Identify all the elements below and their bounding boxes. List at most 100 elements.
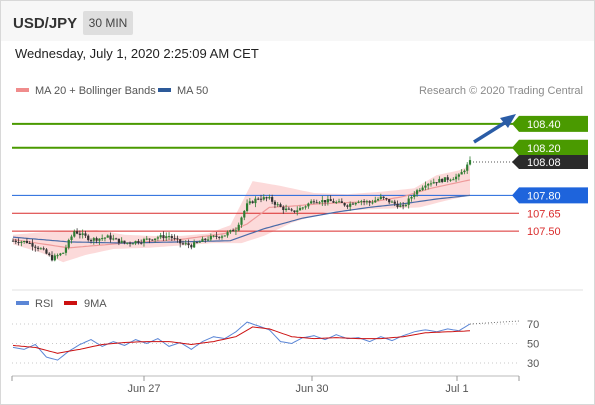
target-arrow-shaft	[473, 120, 507, 144]
candle-up	[201, 238, 204, 242]
candle-up	[468, 160, 472, 165]
candle-up	[452, 179, 455, 181]
candle-up	[226, 232, 229, 236]
candle-up	[276, 204, 279, 206]
candle-down	[117, 238, 120, 243]
candle-down	[332, 201, 335, 203]
candle-up	[360, 201, 363, 203]
candle-up	[64, 247, 68, 253]
rsi-last-line	[469, 320, 520, 325]
level-badge-107-80	[512, 187, 588, 204]
level-badge-108-40	[512, 115, 588, 132]
candle-down	[137, 240, 140, 243]
candle-up	[98, 238, 101, 241]
candle-down	[181, 243, 185, 245]
candle-up	[413, 194, 416, 197]
candle-up	[301, 207, 304, 209]
last-price-label: 108.08	[527, 157, 561, 169]
candle-up	[240, 217, 243, 225]
candle-down	[393, 201, 396, 204]
candle-up	[209, 236, 212, 240]
candle-down	[128, 242, 132, 244]
interval-button[interactable]: 30 MIN	[83, 11, 133, 35]
candle-up	[243, 210, 246, 218]
candle-up	[390, 201, 394, 203]
candle-down	[204, 238, 207, 240]
candle-down	[329, 199, 332, 202]
candle-up	[349, 203, 352, 207]
candle-down	[84, 233, 87, 236]
candle-up	[379, 196, 382, 200]
candle-up	[415, 190, 419, 195]
rsi-ma-line	[12, 326, 471, 354]
candle-up	[165, 236, 168, 239]
candle-up	[81, 233, 84, 235]
candle-down	[170, 236, 173, 239]
candle-up	[335, 202, 338, 204]
level-label-107-50: 107.50	[527, 226, 561, 238]
candle-down	[441, 178, 444, 182]
candle-up	[70, 236, 73, 240]
candle-down	[282, 206, 285, 211]
candle-up	[466, 164, 469, 171]
rsi-ma-legend-label: 9MA	[84, 298, 107, 310]
candle-down	[351, 203, 355, 205]
candle-up	[154, 238, 157, 241]
candle-down	[346, 205, 349, 207]
candle-down	[271, 197, 274, 202]
level-label-108-40: 108.40	[527, 119, 561, 131]
symbol-title: USD/JPY	[13, 15, 78, 32]
target-arrow-head	[500, 114, 516, 128]
candle-down	[340, 201, 343, 204]
rsi-legend-label: RSI	[35, 298, 53, 310]
candle-down	[89, 240, 93, 242]
candle-down	[312, 201, 316, 203]
candle-up	[374, 200, 377, 203]
candle-down	[273, 201, 277, 205]
candle-up	[326, 199, 329, 203]
candle-up	[53, 255, 56, 261]
candle-down	[87, 235, 90, 241]
candle-up	[399, 205, 402, 207]
candle-up	[354, 202, 357, 205]
candle-up	[206, 239, 210, 241]
candle-up	[321, 200, 324, 203]
candle-up	[103, 237, 107, 239]
candle-up	[59, 253, 62, 256]
candle-up	[304, 206, 307, 208]
x-axis-label-2: Jul 1	[445, 383, 468, 395]
candle-up	[443, 177, 447, 182]
bollinger-band-area	[13, 165, 470, 263]
rsi-legend-swatch	[16, 301, 29, 305]
candle-up	[237, 224, 240, 231]
level-badge-108-20	[512, 139, 588, 156]
research-credit: Research © 2020 Trading Central	[419, 85, 583, 97]
candle-down	[323, 200, 327, 203]
ma20-legend-swatch	[16, 88, 29, 92]
candle-down	[190, 245, 193, 248]
candle-up	[307, 203, 310, 207]
candle-down	[34, 246, 37, 248]
candle-up	[56, 255, 59, 257]
candle-down	[382, 196, 385, 199]
candle-down	[232, 230, 235, 232]
candle-down	[45, 249, 48, 254]
candle-down	[148, 238, 151, 240]
candle-up	[131, 243, 134, 245]
candle-up	[337, 201, 341, 203]
candle-down	[140, 242, 143, 244]
level-label-107-65: 107.65	[527, 208, 561, 220]
candle-up	[134, 240, 137, 244]
candle-down	[11, 240, 15, 242]
candle-down	[25, 240, 29, 243]
candle-up	[120, 240, 123, 243]
candle-up	[262, 197, 265, 200]
candle-up	[463, 170, 466, 173]
candle-up	[298, 208, 302, 211]
candle-up	[418, 189, 421, 191]
candle-down	[17, 242, 20, 244]
candle-up	[407, 198, 410, 205]
candle-up	[167, 236, 171, 238]
candle-down	[187, 243, 190, 246]
